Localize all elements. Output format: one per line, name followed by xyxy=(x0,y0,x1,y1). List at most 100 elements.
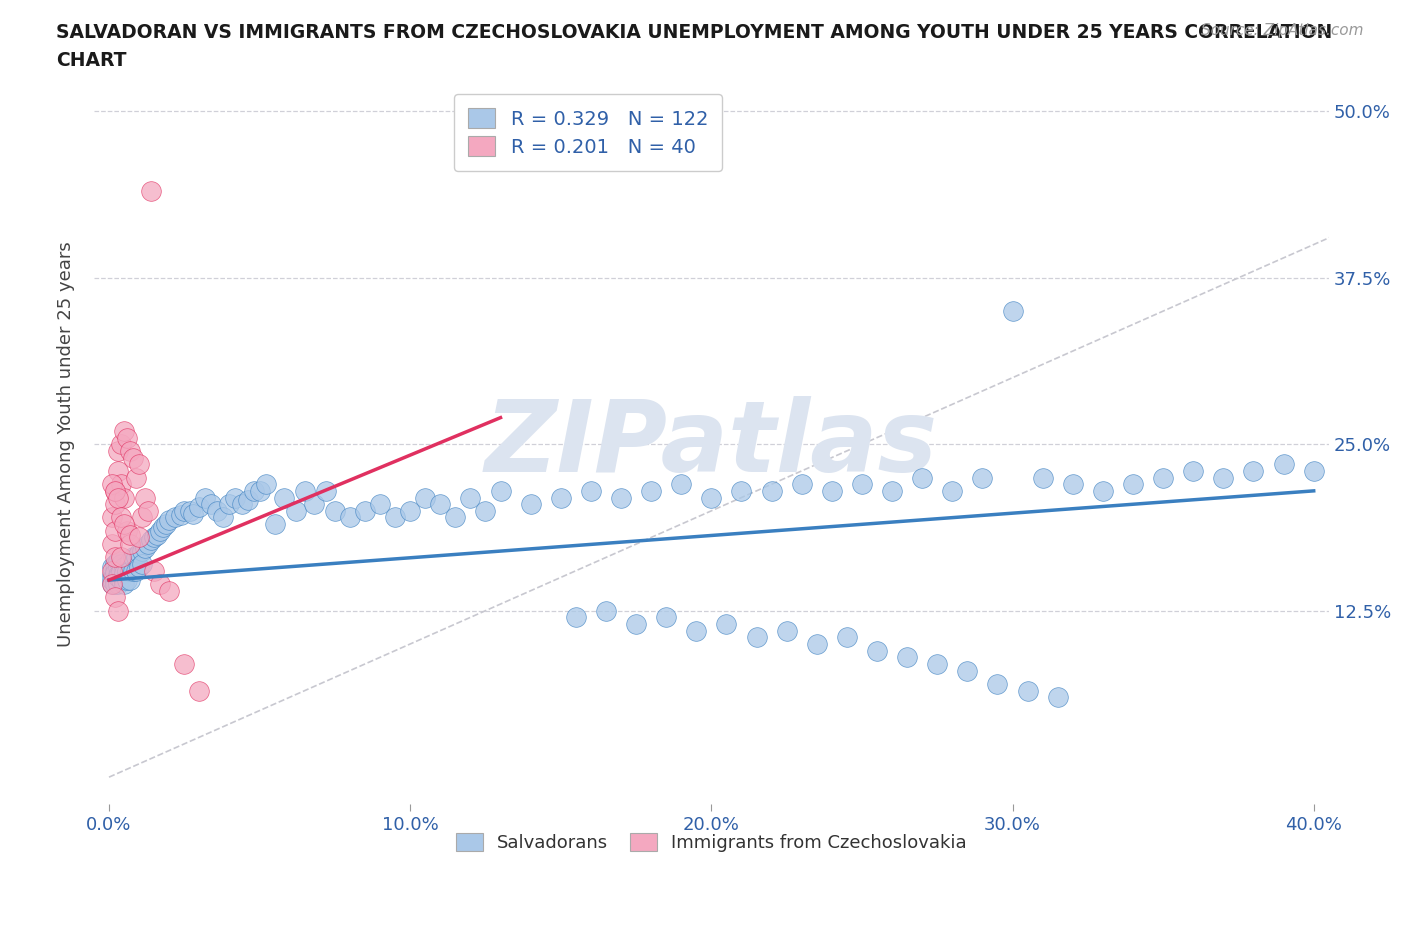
Point xyxy=(104,573,127,588)
Point xyxy=(112,566,135,581)
Point xyxy=(806,636,828,651)
Point xyxy=(112,423,135,438)
Point xyxy=(610,490,633,505)
Point xyxy=(104,484,127,498)
Point xyxy=(107,463,129,478)
Point xyxy=(896,650,918,665)
Point xyxy=(149,524,172,538)
Point xyxy=(254,477,277,492)
Point xyxy=(136,503,159,518)
Point xyxy=(155,517,177,532)
Point xyxy=(956,663,979,678)
Point xyxy=(761,484,783,498)
Point xyxy=(173,503,195,518)
Point xyxy=(179,503,201,518)
Point xyxy=(120,527,142,542)
Point xyxy=(104,497,127,512)
Point xyxy=(104,550,127,565)
Point xyxy=(104,557,127,572)
Point xyxy=(384,510,406,525)
Point xyxy=(284,503,307,518)
Point xyxy=(790,477,813,492)
Point xyxy=(249,484,271,498)
Point xyxy=(122,550,145,565)
Point xyxy=(152,519,174,534)
Point xyxy=(104,590,127,604)
Point xyxy=(125,550,148,565)
Point xyxy=(444,510,467,525)
Point xyxy=(927,657,949,671)
Point xyxy=(1046,690,1069,705)
Point xyxy=(115,564,138,578)
Point xyxy=(413,490,436,505)
Point xyxy=(112,517,135,532)
Point xyxy=(110,477,132,492)
Point xyxy=(1017,684,1039,698)
Point xyxy=(1001,304,1024,319)
Point xyxy=(165,510,187,525)
Point xyxy=(107,570,129,585)
Point xyxy=(1302,463,1324,478)
Point xyxy=(579,484,602,498)
Point xyxy=(104,564,127,578)
Text: SALVADORAN VS IMMIGRANTS FROM CZECHOSLOVAKIA UNEMPLOYMENT AMONG YOUTH UNDER 25 Y: SALVADORAN VS IMMIGRANTS FROM CZECHOSLOV… xyxy=(56,23,1333,42)
Point xyxy=(101,577,124,591)
Point xyxy=(941,484,963,498)
Point xyxy=(157,512,180,527)
Point xyxy=(125,470,148,485)
Point xyxy=(120,444,142,458)
Point xyxy=(273,490,295,505)
Point xyxy=(821,484,844,498)
Point xyxy=(104,484,127,498)
Point xyxy=(136,537,159,551)
Point xyxy=(115,431,138,445)
Point xyxy=(1032,470,1054,485)
Point xyxy=(128,530,150,545)
Point xyxy=(104,524,127,538)
Point xyxy=(107,444,129,458)
Point xyxy=(1062,477,1084,492)
Y-axis label: Unemployment Among Youth under 25 years: Unemployment Among Youth under 25 years xyxy=(58,242,75,647)
Point xyxy=(207,503,229,518)
Point xyxy=(1243,463,1265,478)
Point xyxy=(236,493,259,508)
Point xyxy=(128,457,150,472)
Point xyxy=(716,617,738,631)
Point xyxy=(157,583,180,598)
Point xyxy=(624,617,647,631)
Point xyxy=(134,540,156,555)
Point xyxy=(294,484,316,498)
Point xyxy=(194,490,217,505)
Point xyxy=(429,497,451,512)
Point xyxy=(107,577,129,591)
Point xyxy=(231,497,253,512)
Point xyxy=(242,484,264,498)
Point xyxy=(972,470,994,485)
Point xyxy=(107,567,129,582)
Point xyxy=(104,577,127,591)
Point xyxy=(110,573,132,588)
Point xyxy=(131,557,153,572)
Point xyxy=(110,510,132,525)
Point xyxy=(101,573,124,588)
Point xyxy=(302,497,325,512)
Point xyxy=(110,557,132,572)
Point xyxy=(141,184,163,199)
Point xyxy=(354,503,377,518)
Point xyxy=(181,506,204,521)
Point xyxy=(107,559,129,574)
Point xyxy=(745,630,768,644)
Point xyxy=(128,546,150,561)
Point xyxy=(125,564,148,578)
Point xyxy=(131,510,153,525)
Point xyxy=(550,490,572,505)
Point xyxy=(489,484,512,498)
Point xyxy=(866,644,889,658)
Point xyxy=(101,567,124,582)
Point xyxy=(112,577,135,591)
Point xyxy=(120,564,142,578)
Point xyxy=(110,437,132,452)
Point xyxy=(170,508,193,523)
Point xyxy=(101,577,124,591)
Point xyxy=(730,484,752,498)
